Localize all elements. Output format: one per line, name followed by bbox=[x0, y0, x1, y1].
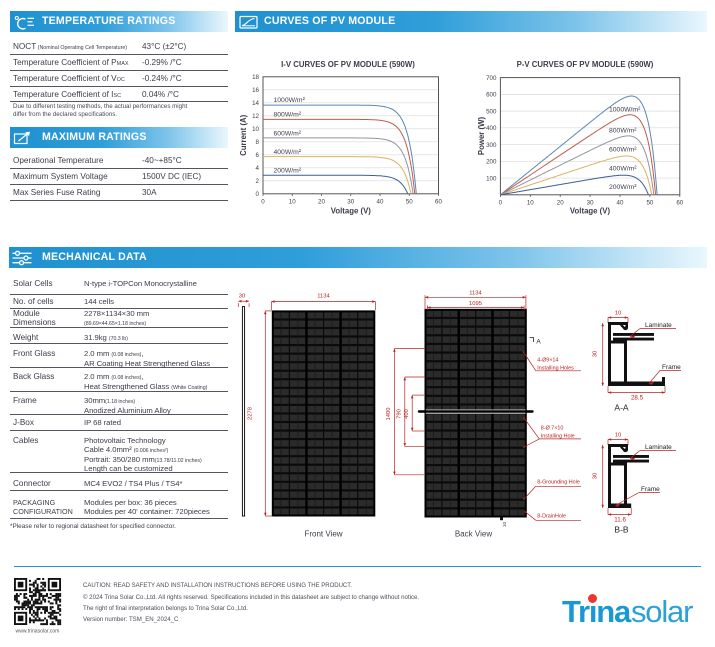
svg-text:0: 0 bbox=[499, 199, 503, 206]
svg-text:www.trinasolar.com: www.trinasolar.com bbox=[16, 629, 60, 635]
svg-text:8-Ø 7×10: 8-Ø 7×10 bbox=[541, 426, 564, 432]
svg-text:0: 0 bbox=[261, 198, 265, 205]
svg-text:1000W/m²: 1000W/m² bbox=[609, 107, 641, 114]
svg-text:4-Ø9×14: 4-Ø9×14 bbox=[537, 358, 558, 364]
svg-text:30: 30 bbox=[239, 294, 245, 300]
svg-text:600: 600 bbox=[486, 92, 497, 99]
svg-text:600W/m²: 600W/m² bbox=[609, 147, 637, 154]
svg-text:800W/m²: 800W/m² bbox=[609, 128, 637, 135]
svg-text:Back View: Back View bbox=[455, 530, 492, 539]
svg-text:11.6: 11.6 bbox=[614, 517, 626, 524]
svg-text:16: 16 bbox=[252, 87, 259, 94]
svg-text:400W/m²: 400W/m² bbox=[609, 166, 637, 173]
svg-text:1095: 1095 bbox=[469, 301, 482, 307]
svg-text:20: 20 bbox=[557, 199, 564, 206]
svg-text:Laminate: Laminate bbox=[645, 322, 672, 329]
svg-text:Laminate: Laminate bbox=[645, 444, 672, 451]
svg-text:400W/m²: 400W/m² bbox=[274, 149, 302, 156]
svg-text:Voltage (V): Voltage (V) bbox=[570, 207, 611, 216]
svg-text:10: 10 bbox=[289, 198, 296, 205]
svg-text:60: 60 bbox=[435, 198, 442, 205]
svg-text:10: 10 bbox=[252, 126, 259, 133]
svg-text:P-V CURVES OF PV MODULE (590W): P-V CURVES OF PV MODULE (590W) bbox=[517, 60, 654, 69]
svg-text:6: 6 bbox=[256, 152, 260, 159]
svg-text:I-V CURVES OF PV MODULE (590W): I-V CURVES OF PV MODULE (590W) bbox=[281, 60, 415, 69]
svg-text:100: 100 bbox=[486, 175, 497, 182]
svg-text:30: 30 bbox=[593, 473, 599, 479]
svg-text:50: 50 bbox=[406, 198, 413, 205]
svg-text:10: 10 bbox=[615, 433, 621, 439]
svg-text:1000W/m²: 1000W/m² bbox=[274, 97, 306, 104]
svg-text:28.5: 28.5 bbox=[631, 395, 644, 402]
svg-text:1400: 1400 bbox=[386, 408, 392, 421]
svg-text:790: 790 bbox=[397, 409, 403, 419]
svg-text:Front View: Front View bbox=[304, 530, 342, 539]
svg-text:Current (A): Current (A) bbox=[239, 114, 248, 156]
svg-text:Voltage (V): Voltage (V) bbox=[331, 207, 372, 216]
svg-text:8-Grounding Hole: 8-Grounding Hole bbox=[537, 480, 580, 486]
svg-text:Frame: Frame bbox=[641, 486, 660, 493]
svg-text:30: 30 bbox=[347, 198, 354, 205]
svg-text:200W/m²: 200W/m² bbox=[609, 184, 637, 191]
svg-text:600W/m²: 600W/m² bbox=[274, 130, 302, 137]
svg-text:300: 300 bbox=[486, 142, 497, 149]
svg-text:700: 700 bbox=[486, 75, 497, 82]
svg-text:50: 50 bbox=[646, 199, 653, 206]
svg-text:30: 30 bbox=[593, 351, 599, 357]
svg-text:400: 400 bbox=[404, 409, 410, 419]
svg-text:200W/m²: 200W/m² bbox=[274, 168, 302, 175]
svg-text:10: 10 bbox=[615, 311, 621, 317]
svg-text:0: 0 bbox=[256, 191, 260, 198]
svg-text:20: 20 bbox=[318, 198, 325, 205]
svg-text:40: 40 bbox=[377, 198, 384, 205]
svg-text:1134: 1134 bbox=[317, 294, 330, 300]
svg-text:30: 30 bbox=[587, 199, 594, 206]
svg-text:18: 18 bbox=[252, 74, 259, 81]
svg-text:A: A bbox=[536, 339, 541, 346]
svg-text:400: 400 bbox=[486, 125, 497, 132]
svg-text:1134: 1134 bbox=[469, 291, 482, 297]
svg-text:B-B: B-B bbox=[614, 525, 629, 535]
svg-text:8-DrainHole: 8-DrainHole bbox=[537, 514, 566, 520]
svg-text:Frame: Frame bbox=[662, 364, 681, 371]
svg-text:12: 12 bbox=[252, 113, 259, 120]
svg-text:500: 500 bbox=[486, 108, 497, 115]
svg-text:A-A: A-A bbox=[614, 403, 629, 413]
svg-text:Installing Hole: Installing Hole bbox=[541, 434, 575, 440]
svg-text:Power (W): Power (W) bbox=[477, 117, 486, 156]
svg-text:14: 14 bbox=[252, 100, 259, 107]
svg-text:40: 40 bbox=[617, 199, 624, 206]
svg-text:10: 10 bbox=[527, 199, 534, 206]
svg-text:2278: 2278 bbox=[248, 407, 254, 420]
svg-text:Installing Holes: Installing Holes bbox=[537, 366, 574, 372]
svg-text:2: 2 bbox=[256, 178, 260, 185]
svg-text:4: 4 bbox=[256, 165, 260, 172]
svg-text:200: 200 bbox=[486, 159, 497, 166]
svg-text:8: 8 bbox=[256, 139, 260, 146]
svg-text:10: 10 bbox=[502, 522, 507, 528]
svg-text:800W/m²: 800W/m² bbox=[274, 111, 302, 118]
svg-text:60: 60 bbox=[676, 199, 683, 206]
